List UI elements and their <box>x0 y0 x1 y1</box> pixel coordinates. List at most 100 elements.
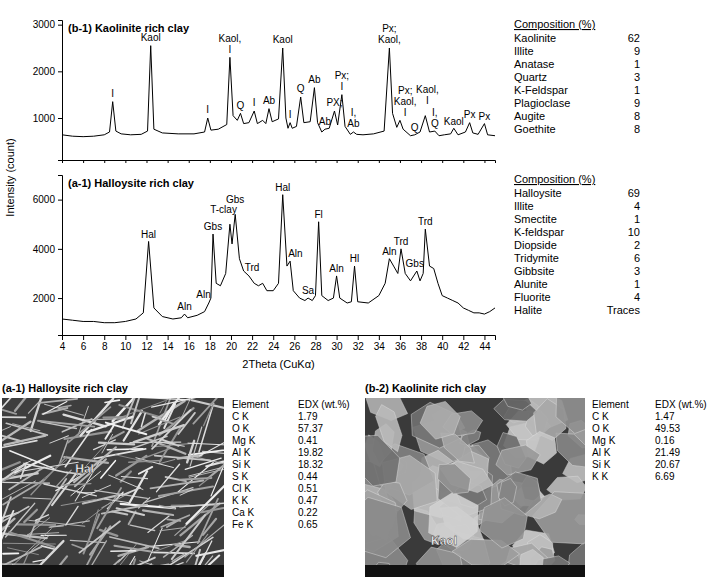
table-cell: Ca K <box>232 507 255 518</box>
table-cell: 6.69 <box>655 471 675 482</box>
plot-area <box>62 46 495 137</box>
sem-texture <box>35 515 48 521</box>
table-cell: 0.47 <box>298 495 318 506</box>
sem-texture <box>167 521 178 527</box>
sem-texture <box>4 436 45 445</box>
sem-texture <box>82 485 110 497</box>
sem-texture <box>187 441 194 463</box>
tick: 8 <box>102 335 108 352</box>
tick-mark <box>421 335 422 340</box>
tick-mark <box>168 335 169 340</box>
table-cell: Mg K <box>592 435 616 446</box>
sem-texture <box>480 498 527 548</box>
table-title: Composition (%) <box>514 18 595 30</box>
sem-texture <box>50 436 69 443</box>
sem-texture <box>26 518 50 537</box>
tick-mark <box>189 335 190 340</box>
sem-texture <box>180 503 224 507</box>
peak-label: Kaol <box>141 32 161 43</box>
sem-texture <box>188 443 224 445</box>
tick: 24 <box>268 335 280 352</box>
sem-texture <box>2 422 30 440</box>
peak-label: Aln <box>329 263 343 274</box>
peak-label: Hl <box>350 253 359 264</box>
sem-texture <box>143 510 173 515</box>
tick-mark <box>231 160 232 163</box>
tick-label: 38 <box>416 341 428 352</box>
peak-label: Gbs <box>406 258 424 269</box>
table-cell: Si K <box>592 459 611 470</box>
table-cell: 6 <box>634 252 640 264</box>
sem-texture <box>496 445 540 475</box>
tick-mark <box>294 160 295 163</box>
sem-label: Kaol <box>431 534 457 548</box>
table-cell: 0.16 <box>655 435 675 446</box>
tick-mark <box>484 160 485 163</box>
sem-texture <box>3 552 18 554</box>
sem-texture <box>106 423 146 435</box>
sem-texture <box>2 406 16 414</box>
tick <box>273 160 274 163</box>
table-cell: 4 <box>634 200 640 212</box>
tick-mark <box>168 160 169 163</box>
sem-texture <box>200 437 224 456</box>
table-cell: Goethite <box>514 123 556 135</box>
table-cell: Gibbsite <box>514 265 554 277</box>
sem-texture <box>80 399 113 436</box>
xrd-panel: 100020003000(b-1) Kaolinite rich clayIKa… <box>33 18 640 163</box>
tick-mark <box>146 160 147 163</box>
tick-mark <box>400 160 401 163</box>
sem-texture <box>24 463 67 472</box>
tick-label: 26 <box>289 341 301 352</box>
peak-label: Sa <box>302 285 315 296</box>
table-cell: 1.79 <box>298 411 318 422</box>
table-cell: 49.53 <box>655 423 680 434</box>
sem-texture <box>15 398 26 411</box>
sem-title: (a-1) Halloysite rich clay <box>2 382 129 394</box>
peak-label: Q <box>411 122 419 133</box>
sem-image <box>365 398 585 577</box>
sem-texture <box>75 459 106 486</box>
sem-texture <box>111 432 124 439</box>
tick-mark <box>58 25 62 26</box>
tick-mark <box>58 298 62 299</box>
tick: 2000 <box>33 66 62 77</box>
x-axis <box>63 160 496 163</box>
peak-labels: HalAlnAlnGbsT-clayGbsTrdHalAlnSaFlAlnHlA… <box>141 182 433 312</box>
sem-texture <box>161 515 189 527</box>
table-cell: C K <box>592 411 609 422</box>
tick <box>62 160 63 163</box>
peak-label: PX; <box>326 97 342 108</box>
sem-texture <box>420 401 460 439</box>
peak-label: Kaol <box>444 116 464 127</box>
table-cell: Halloysite <box>514 187 562 199</box>
peak-label: I <box>111 88 114 99</box>
y-axis: 100020003000 <box>33 19 63 160</box>
tick-label: 3000 <box>33 19 56 30</box>
peak-label: T-clay <box>210 204 237 215</box>
table-cell: 0.41 <box>298 435 318 446</box>
tick-mark <box>62 335 63 340</box>
table-cell: 3 <box>634 71 640 83</box>
table-cell: 2 <box>634 239 640 251</box>
table-cell: Anatase <box>514 58 554 70</box>
peak-label: Px <box>479 111 491 122</box>
sem-texture <box>441 433 475 463</box>
table-cell: Illite <box>514 45 534 57</box>
tick-label: 16 <box>184 341 196 352</box>
x-axis-title: 2Theta (CuKα) <box>242 358 314 370</box>
sem-texture <box>134 425 184 442</box>
tick-mark <box>379 160 380 163</box>
sem-texture <box>129 460 161 462</box>
sem-texture <box>44 484 97 496</box>
tick-mark <box>315 335 316 340</box>
sem-texture <box>21 465 26 479</box>
tick <box>463 160 464 163</box>
table-cell: 3 <box>634 265 640 277</box>
sem-image <box>2 398 224 577</box>
table-cell: 9 <box>634 45 640 57</box>
tick-mark <box>62 160 63 163</box>
table-cell: 19.82 <box>298 447 323 458</box>
tick-label: 4000 <box>33 244 56 255</box>
table-cell: Augite <box>514 110 545 122</box>
